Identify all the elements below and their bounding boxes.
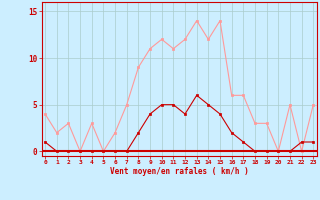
X-axis label: Vent moyen/en rafales ( km/h ): Vent moyen/en rafales ( km/h ) <box>110 167 249 176</box>
